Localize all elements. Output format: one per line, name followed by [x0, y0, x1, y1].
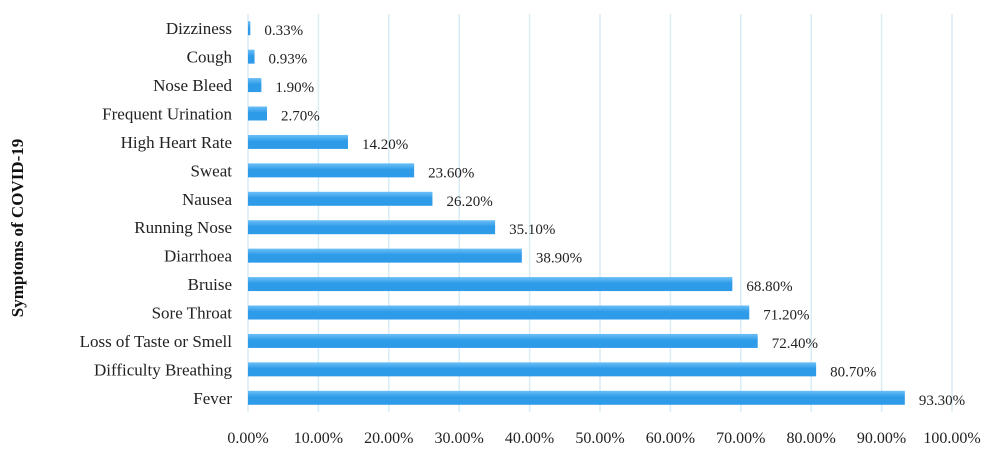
bar-sweat — [248, 163, 415, 178]
data-label: 0.93% — [269, 52, 308, 68]
bar-frequent-urination — [248, 106, 268, 121]
category-labels: Fever Difficulty Breathing Loss of Taste o… — [80, 19, 233, 408]
x-tick-label: 70.00% — [716, 430, 765, 447]
category-label: Running Nose — [134, 218, 232, 237]
x-tick-label: 60.00% — [646, 430, 695, 447]
category-label: Diarrhoea — [164, 247, 232, 266]
category-label: Sore Throat — [152, 304, 233, 323]
bar-nose-bleed — [248, 78, 262, 93]
x-tick-label: 50.00% — [575, 430, 624, 447]
x-tick-labels: 0.00% 10.00% 20.00% 30.00% 40.00% 50.00% 60.00… — [227, 430, 980, 447]
bar-sore-throat — [248, 305, 750, 320]
bar-running-nose — [248, 220, 496, 235]
data-label: 14.20% — [362, 137, 408, 153]
data-label: 35.10% — [509, 222, 555, 238]
bar-bruise — [248, 277, 733, 292]
x-tick-label: 0.00% — [227, 430, 268, 447]
category-label: Nose Bleed — [153, 76, 232, 95]
category-label: Cough — [187, 48, 233, 67]
bars — [248, 21, 905, 405]
x-tick-label: 100.00% — [923, 430, 980, 447]
category-label: Dizziness — [166, 19, 232, 38]
data-label: 72.40% — [772, 336, 818, 352]
bar-fever — [248, 390, 905, 405]
category-label: Frequent Urination — [102, 105, 232, 124]
category-label: Nausea — [182, 190, 232, 209]
x-tick-label: 30.00% — [435, 430, 484, 447]
gridlines — [247, 14, 953, 412]
x-tick-label: 10.00% — [294, 430, 343, 447]
category-label: High Heart Rate — [121, 133, 232, 152]
data-label: 0.33% — [264, 23, 303, 39]
bar-cough — [248, 49, 255, 64]
bar-nausea — [248, 191, 433, 206]
data-labels: 93.30% 80.70% 72.40% 71.20% 68.80% 38.90% 35.1… — [264, 23, 965, 409]
data-label: 93.30% — [919, 393, 965, 409]
category-label: Fever — [193, 389, 232, 408]
x-tick-label: 90.00% — [857, 430, 906, 447]
x-tick-label: 80.00% — [787, 430, 836, 447]
category-label: Bruise — [188, 275, 232, 294]
bar-diarrhoea — [248, 248, 522, 263]
data-label: 80.70% — [830, 364, 876, 380]
bar-difficulty-breathing — [248, 362, 817, 377]
y-axis-title: Symptoms of COVID-19 — [8, 139, 27, 318]
data-label: 1.90% — [275, 80, 314, 96]
bar-loss-of-taste-or-smell — [248, 333, 758, 348]
data-label: 38.90% — [536, 251, 582, 267]
data-label: 68.80% — [746, 279, 792, 295]
bar-dizziness — [248, 21, 251, 36]
category-label: Difficulty Breathing — [94, 360, 233, 379]
category-label: Loss of Taste or Smell — [80, 332, 233, 351]
data-label: 23.60% — [428, 165, 474, 181]
bar-high-heart-rate — [248, 134, 348, 149]
data-label: 26.20% — [446, 194, 492, 210]
x-tick-label: 20.00% — [364, 430, 413, 447]
data-label: 71.20% — [763, 308, 809, 324]
data-label: 2.70% — [281, 109, 320, 125]
x-tick-label: 40.00% — [505, 430, 554, 447]
category-label: Sweat — [190, 161, 232, 180]
